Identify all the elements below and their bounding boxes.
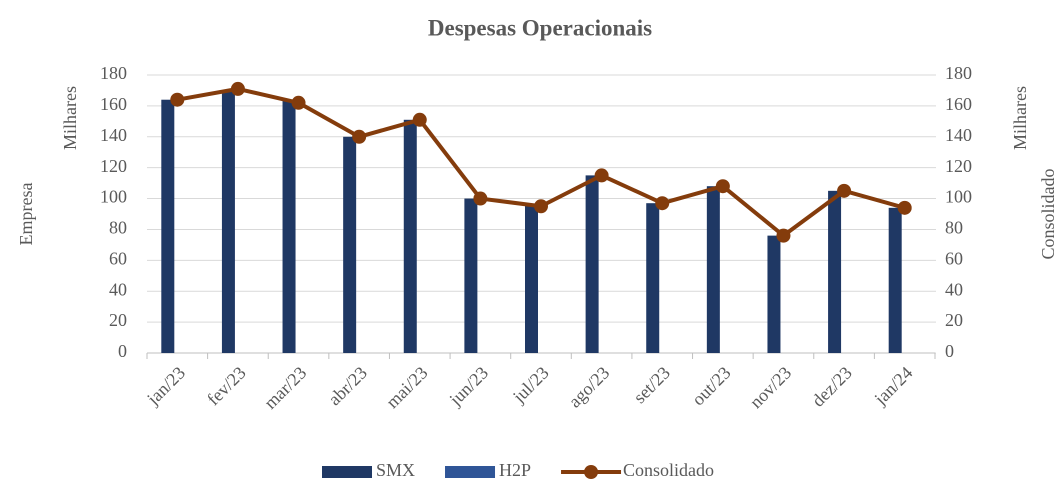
x-tick-label: ago/23 — [565, 363, 614, 412]
y-unit-label: Milhares — [60, 86, 80, 150]
chart-title: Despesas Operacionais — [428, 15, 652, 40]
y2-axis-label: Consolidado — [1038, 168, 1058, 259]
line-marker — [715, 179, 730, 194]
y-tick-label: 140 — [100, 125, 127, 145]
x-tick-label: jun/23 — [445, 363, 492, 410]
y-tick-label: 160 — [100, 94, 127, 114]
bar — [403, 119, 417, 354]
line-marker — [655, 196, 670, 211]
line-marker — [473, 191, 488, 206]
line-marker — [230, 81, 245, 96]
bar — [828, 190, 842, 353]
bar — [221, 90, 235, 353]
y2-tick-label: 140 — [945, 125, 972, 145]
y-tick-label: 0 — [118, 341, 127, 361]
y2-tick-label: 160 — [945, 94, 972, 114]
y-tick-label: 180 — [100, 63, 127, 83]
line-marker — [837, 183, 852, 198]
line-marker — [594, 168, 609, 183]
y2-tick-label: 40 — [945, 279, 963, 299]
line-marker — [534, 199, 548, 214]
bar — [767, 235, 781, 353]
x-tick-label: mar/23 — [260, 363, 310, 413]
bar — [646, 203, 660, 353]
y-tick-label: 100 — [100, 187, 127, 207]
x-tick-label: set/23 — [629, 363, 674, 408]
y2-tick-label: 60 — [945, 248, 963, 268]
legend-swatch-marker — [584, 465, 599, 479]
line-marker — [170, 92, 185, 107]
bar — [282, 99, 296, 353]
bar — [888, 207, 902, 353]
y-axis-label: Empresa — [16, 183, 36, 246]
legend-label: SMX — [376, 460, 415, 480]
x-tick-label: jan/24 — [870, 363, 917, 410]
line-marker — [897, 200, 912, 215]
bar — [343, 136, 357, 353]
x-tick-label: abr/23 — [324, 363, 371, 410]
line-marker — [412, 112, 427, 127]
x-tick-label: jul/23 — [508, 363, 553, 408]
y2-tick-label: 80 — [945, 218, 963, 238]
line-marker — [776, 228, 791, 243]
line-marker — [291, 95, 306, 110]
bar — [585, 175, 599, 353]
y-tick-label: 120 — [100, 156, 127, 176]
bar — [706, 186, 720, 353]
y2-tick-label: 20 — [945, 310, 963, 330]
y2-tick-label: 100 — [945, 187, 972, 207]
legend-swatch — [322, 466, 372, 478]
line-marker — [352, 129, 367, 144]
y-tick-label: 40 — [109, 279, 127, 299]
x-tick-label: jan/23 — [142, 363, 189, 410]
y2-tick-label: 0 — [945, 341, 954, 361]
y2-unit-label: Milhares — [1010, 86, 1030, 150]
x-tick-label: dez/23 — [808, 363, 856, 411]
y-tick-label: 20 — [109, 310, 127, 330]
y-tick-label: 60 — [109, 248, 127, 268]
y-tick-label: 80 — [109, 218, 127, 238]
legend-swatch — [445, 466, 496, 478]
bar — [525, 204, 538, 353]
legend-label: Consolidado — [623, 460, 714, 480]
legend-label: H2P — [499, 460, 531, 480]
x-tick-label: out/23 — [688, 363, 735, 410]
x-tick-label: fev/23 — [203, 363, 250, 410]
bar — [161, 99, 175, 353]
y2-tick-label: 180 — [945, 63, 972, 83]
x-tick-label: mai/23 — [382, 363, 431, 412]
x-tick-label: nov/23 — [746, 363, 796, 413]
y2-tick-label: 120 — [945, 156, 972, 176]
bar — [464, 198, 478, 353]
